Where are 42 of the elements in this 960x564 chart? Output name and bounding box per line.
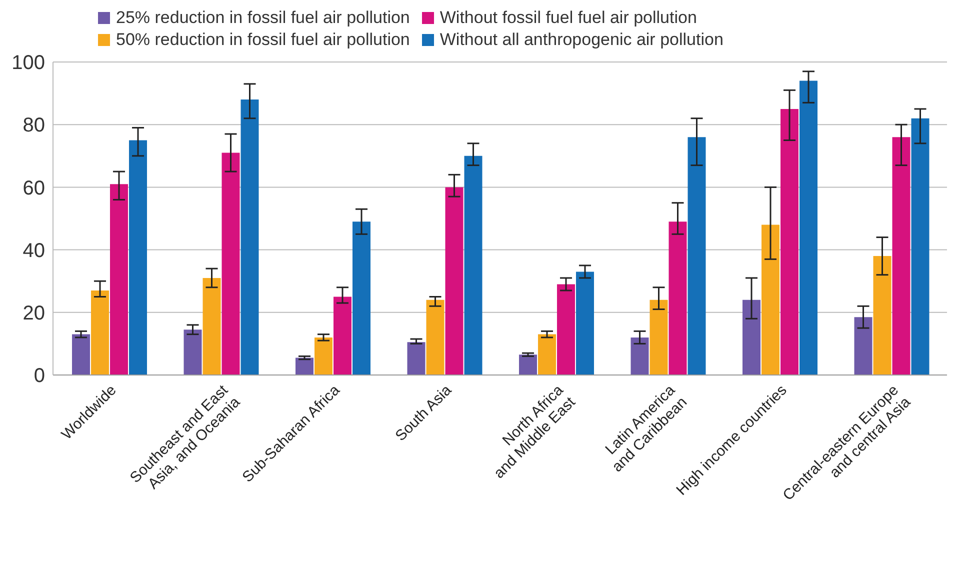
bar [518,354,537,375]
bar [892,137,910,375]
bar [762,224,780,375]
y-tick-label: 100 [12,52,45,74]
bar [352,222,370,375]
bar [426,300,444,375]
bar [556,284,575,375]
bar [407,342,426,375]
bar [240,100,259,375]
bar [668,222,687,375]
bar [464,156,482,375]
bar [334,296,352,375]
bar [129,140,147,375]
legend-label: 25% reduction in fossil fuel air pollution [116,8,410,28]
bar [314,337,332,375]
legend-label: Without fossil fuel fuel air pollution [440,8,697,28]
bar [538,334,556,375]
bar [184,330,202,375]
bar [445,187,464,375]
bar [854,317,872,375]
y-tick-label: 0 [34,365,45,388]
bar [296,358,314,375]
bar [222,152,240,375]
bar [650,300,668,375]
bar [911,118,930,375]
y-tick-label: 60 [22,177,45,200]
bar [202,278,221,375]
bar [780,108,798,375]
bar [91,290,109,375]
legend-label: 50% reduction in fossil fuel air pollution [116,30,410,50]
bar [742,300,760,375]
bar [72,334,90,375]
y-tick-label: 20 [22,302,45,324]
bar [630,337,649,375]
bar [688,137,706,375]
bar [110,184,128,375]
y-tick-label: 80 [22,114,45,137]
legend-label: Without all anthropogenic air pollution [440,30,724,50]
y-tick-label: 40 [22,240,45,262]
bar [873,256,892,375]
bar [576,272,594,375]
bar [800,80,818,375]
